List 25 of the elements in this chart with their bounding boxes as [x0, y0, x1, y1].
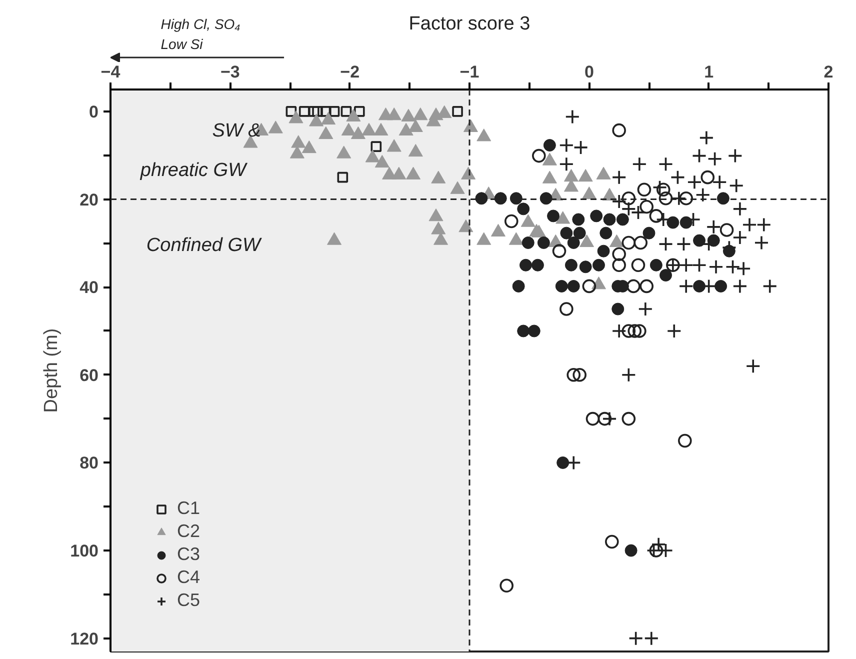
x-tick-label: −3	[220, 62, 240, 82]
y-tick-label: 0	[89, 102, 99, 122]
legend-label: C2	[177, 521, 200, 542]
annotation: SW & phreatic GW	[139, 120, 261, 182]
text: High Cl, SO₄	[160, 16, 241, 32]
x-tick-label: −2	[340, 62, 360, 82]
legend-label: C1	[177, 498, 200, 519]
x-tick-label: −1	[460, 62, 480, 82]
x-tick-label: 0	[584, 62, 594, 82]
text: Low Si	[160, 36, 204, 52]
y-axis-title: Depth (m)	[41, 328, 62, 413]
legend-label: C4	[177, 567, 200, 588]
y-tick-label: 120	[70, 629, 99, 648]
y-tick-label: 20	[80, 190, 99, 210]
x-tick-label: 1	[704, 62, 714, 82]
y-tick-label: 80	[80, 454, 99, 473]
y-tick-label: 40	[80, 278, 99, 298]
annotation: Confined GW	[146, 234, 263, 256]
y-tick-label: 100	[70, 542, 99, 561]
y-tick-label: 60	[80, 366, 99, 385]
x-axis-title: Factor score 3	[408, 14, 530, 35]
x-tick-label: −4	[100, 62, 121, 82]
x-tick-label: 2	[824, 62, 834, 82]
legend-label: C3	[177, 544, 200, 565]
legend-label: C5	[177, 590, 200, 611]
